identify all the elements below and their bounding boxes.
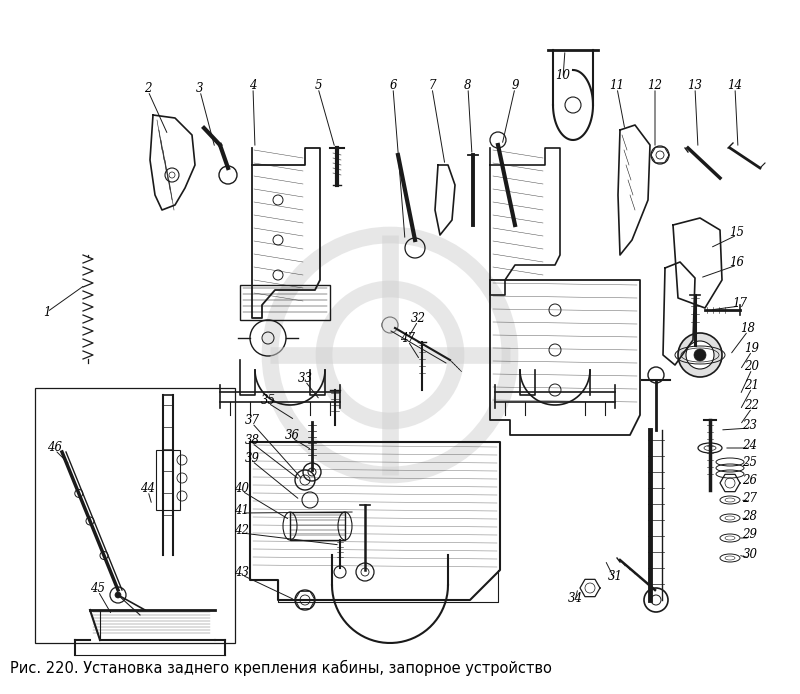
Text: 27: 27 bbox=[742, 491, 758, 505]
Text: 19: 19 bbox=[745, 341, 759, 355]
Text: 31: 31 bbox=[607, 570, 622, 584]
Text: 38: 38 bbox=[245, 434, 259, 446]
Text: 39: 39 bbox=[245, 452, 259, 464]
Text: 35: 35 bbox=[261, 393, 275, 407]
Text: 16: 16 bbox=[730, 255, 745, 269]
Text: 4: 4 bbox=[250, 78, 257, 92]
Text: 9: 9 bbox=[511, 78, 518, 92]
Text: 24: 24 bbox=[742, 439, 758, 452]
Circle shape bbox=[686, 341, 714, 369]
Text: 45: 45 bbox=[90, 582, 106, 595]
Text: 41: 41 bbox=[234, 504, 250, 516]
Text: 32: 32 bbox=[410, 312, 426, 325]
Bar bbox=[156, 450, 180, 510]
Text: 33: 33 bbox=[298, 371, 313, 384]
Text: 25: 25 bbox=[742, 455, 758, 468]
Circle shape bbox=[694, 349, 706, 361]
Circle shape bbox=[678, 333, 722, 377]
Text: 18: 18 bbox=[741, 321, 755, 335]
Text: 15: 15 bbox=[730, 226, 745, 239]
Text: 14: 14 bbox=[727, 78, 742, 92]
Text: 23: 23 bbox=[742, 418, 758, 432]
Text: 3: 3 bbox=[196, 81, 204, 94]
Text: 26: 26 bbox=[742, 473, 758, 486]
Bar bbox=[35, 388, 235, 643]
Text: 10: 10 bbox=[555, 69, 570, 81]
Text: 40: 40 bbox=[234, 482, 250, 495]
Text: 6: 6 bbox=[390, 78, 397, 92]
Text: 12: 12 bbox=[647, 78, 662, 92]
Bar bbox=[290, 512, 345, 540]
Text: 22: 22 bbox=[745, 398, 759, 412]
Text: 20: 20 bbox=[745, 359, 759, 373]
Text: 7: 7 bbox=[428, 78, 436, 92]
Text: 8: 8 bbox=[464, 78, 472, 92]
Text: 28: 28 bbox=[742, 509, 758, 523]
Text: 1: 1 bbox=[43, 305, 50, 319]
Text: 13: 13 bbox=[687, 78, 702, 92]
Text: 43: 43 bbox=[234, 566, 250, 579]
Text: 47: 47 bbox=[401, 332, 415, 344]
Text: 17: 17 bbox=[733, 296, 747, 310]
Text: 36: 36 bbox=[285, 428, 299, 441]
Text: 2: 2 bbox=[144, 81, 152, 94]
Text: 21: 21 bbox=[745, 378, 759, 391]
Text: 44: 44 bbox=[141, 482, 155, 495]
Bar bbox=[240, 285, 330, 320]
Text: 11: 11 bbox=[610, 78, 625, 92]
Text: 37: 37 bbox=[245, 414, 259, 427]
Text: 30: 30 bbox=[742, 548, 758, 561]
Text: 46: 46 bbox=[47, 441, 62, 453]
Text: 5: 5 bbox=[314, 78, 322, 92]
Circle shape bbox=[115, 592, 121, 598]
Circle shape bbox=[110, 587, 126, 603]
Text: Рис. 220. Установка заднего крепления кабины, запорное устройство: Рис. 220. Установка заднего крепления ка… bbox=[10, 660, 552, 676]
Text: 29: 29 bbox=[742, 529, 758, 541]
Text: 42: 42 bbox=[234, 523, 250, 536]
Text: 34: 34 bbox=[567, 591, 582, 604]
